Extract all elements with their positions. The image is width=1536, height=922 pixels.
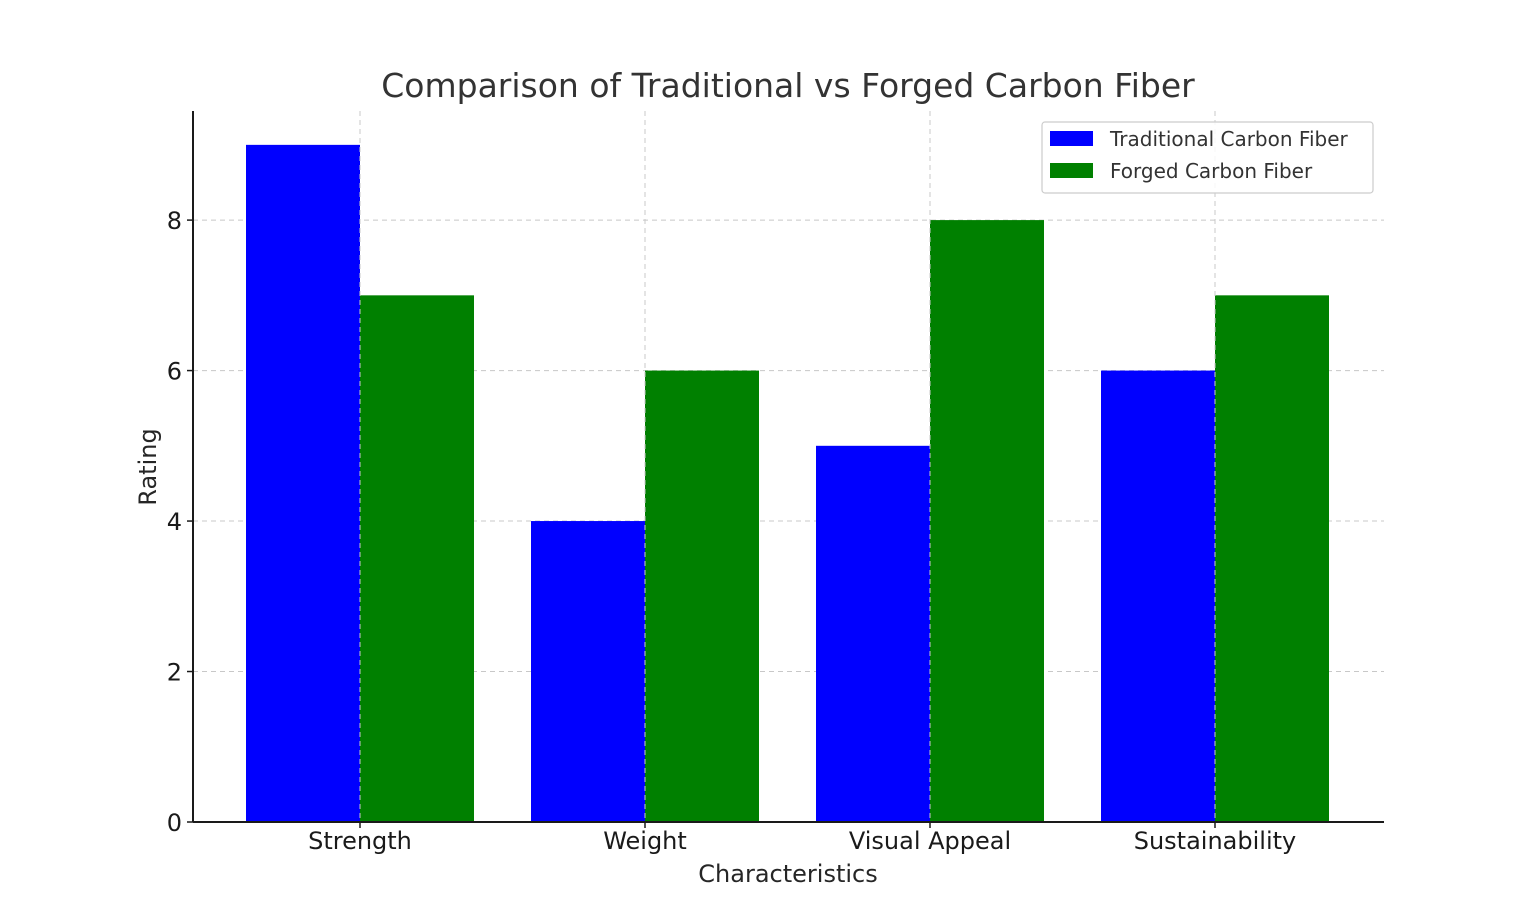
y-tick-label: 4 (167, 508, 182, 536)
y-axis-title: Rating (134, 428, 162, 505)
bar (816, 445, 930, 822)
bar (246, 144, 360, 822)
y-tick-label: 8 (167, 207, 182, 235)
bar (645, 370, 759, 822)
legend-label: Traditional Carbon Fiber (1109, 127, 1349, 151)
bar (1215, 295, 1329, 822)
y-tick-label: 0 (167, 809, 182, 837)
x-tick-label: Sustainability (1134, 827, 1297, 855)
bar (531, 521, 645, 822)
bars (246, 111, 1329, 823)
bar (1101, 370, 1215, 822)
y-tick-label: 2 (167, 659, 182, 687)
x-axis-title: Characteristics (698, 860, 877, 888)
legend-box (1041, 121, 1374, 194)
x-tick-label: Weight (603, 827, 687, 855)
legend: Traditional Carbon Fiber Forged Carbon Fi… (1041, 121, 1374, 194)
legend-swatch (1050, 163, 1093, 178)
bar (360, 295, 474, 822)
bar (930, 220, 1044, 823)
y-tick-label: 6 (167, 358, 182, 386)
legend-swatch (1050, 131, 1093, 146)
x-tick-label: Strength (308, 827, 412, 855)
ticks: 0 2 4 6 8 Strength Weight Visual Appeal Sustaina… (167, 207, 1297, 855)
axes (192, 111, 1384, 823)
chart-title: Comparison of Traditional vs Forged Carb… (381, 66, 1195, 105)
legend-label: Forged Carbon Fiber (1110, 159, 1313, 183)
x-tick-label: Visual Appeal (849, 827, 1011, 855)
